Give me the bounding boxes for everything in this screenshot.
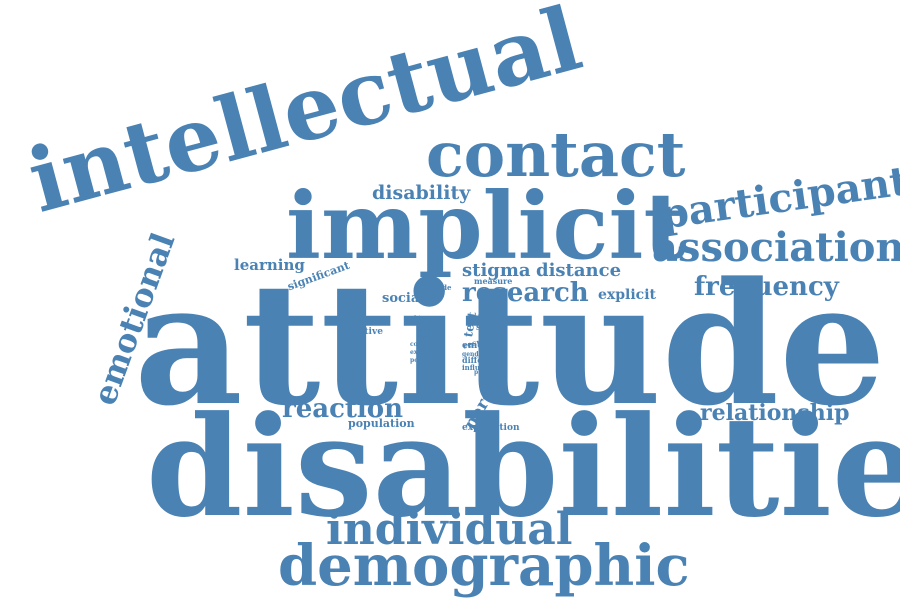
word-disability: disability (372, 182, 471, 204)
word-possible: possible (410, 357, 438, 364)
word-distance: distance (536, 260, 622, 281)
word-single: single (418, 327, 432, 332)
word-individual: individual (326, 504, 573, 555)
word-reaction: reaction (282, 394, 404, 424)
word-relationship: relationship (700, 400, 850, 426)
word-emotion: emotion (462, 341, 504, 351)
word-exploration: exploration (462, 423, 520, 433)
word-among: among (418, 333, 434, 338)
word-implicit: implicit (286, 172, 686, 280)
word-contrast: contrast (410, 341, 438, 348)
word-frequency: frequency (694, 272, 839, 302)
word-association: association (652, 224, 900, 271)
word-process: process (474, 369, 500, 376)
word-measure: measure (474, 276, 513, 286)
word-research: research (462, 278, 589, 308)
word-explicit: explicit (598, 287, 656, 303)
word-stigma: stigma (462, 260, 531, 281)
word-explore: explore (410, 349, 435, 356)
word-future: future (414, 314, 429, 319)
word-learning: learning (234, 256, 305, 274)
word-gender: gender (462, 351, 486, 358)
word-disabilities: disabilities (146, 385, 900, 548)
word-social: social (382, 291, 425, 306)
word-decade: decade (424, 283, 452, 292)
word-contact: contact (426, 118, 686, 191)
word-negative: negative (340, 327, 383, 337)
word-attitude: attitude (134, 245, 886, 443)
word-influence: influence (462, 363, 499, 372)
word-survey: survey (414, 320, 429, 325)
word-population: population (348, 417, 415, 430)
word-study: study (476, 323, 504, 333)
word-difference: difference (462, 355, 508, 365)
word-demographic: demographic (278, 533, 690, 599)
